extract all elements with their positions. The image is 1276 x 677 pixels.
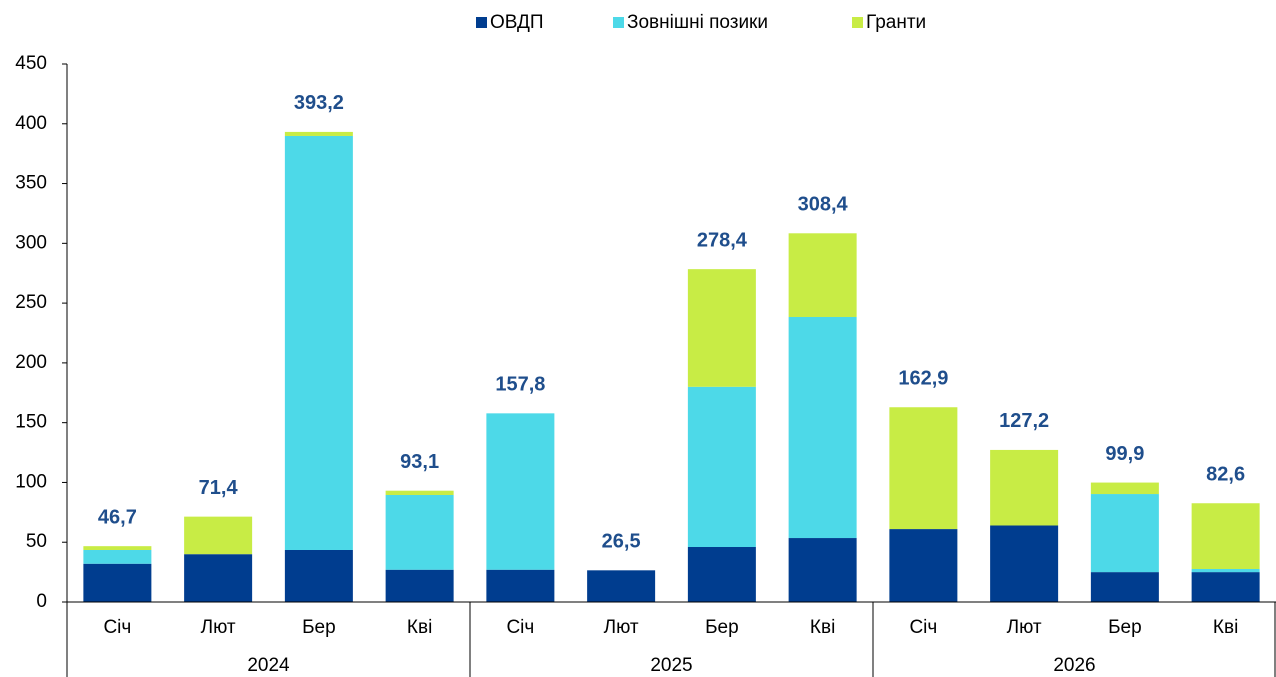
total-label: 93,1 (400, 451, 439, 473)
bar-segment (83, 549, 152, 564)
y-tick-label: 200 (15, 352, 47, 373)
bar-segment (385, 490, 454, 495)
bar-segment (687, 386, 756, 548)
y-tick-label: 100 (15, 471, 47, 492)
bar-segment (990, 449, 1059, 526)
bar-segment (1191, 569, 1260, 573)
total-label: 99,9 (1105, 443, 1144, 465)
bar-segment (83, 563, 152, 602)
total-label: 278,4 (697, 229, 748, 251)
total-label: 127,2 (999, 410, 1049, 432)
bar-segment (284, 135, 353, 550)
group-label: 2024 (247, 655, 290, 676)
y-tick-label: 250 (15, 292, 47, 313)
legend-swatch (852, 17, 863, 28)
total-label: 46,7 (98, 506, 137, 528)
y-tick-label: 300 (15, 232, 47, 253)
x-tick-label: Лют (201, 617, 236, 638)
bar-segment (284, 549, 353, 602)
legend-swatch (476, 17, 487, 28)
bar-segment (587, 570, 656, 602)
x-tick-label: Січ (103, 617, 131, 638)
x-tick-label: Лют (604, 617, 639, 638)
bar-segment (385, 569, 454, 602)
y-tick-label: 450 (15, 53, 47, 74)
bar-segment (184, 554, 253, 602)
group-label: 2025 (650, 655, 692, 676)
bar-segment (284, 131, 353, 136)
total-label: 393,2 (294, 92, 344, 114)
x-tick-label: Кві (407, 617, 432, 638)
bar-segment (83, 546, 152, 550)
bar-segment (1090, 494, 1159, 573)
y-tick-label: 50 (26, 531, 47, 552)
x-tick-label: Кві (810, 617, 835, 638)
x-tick-label: Бер (302, 617, 336, 638)
bar-segment (889, 407, 958, 530)
total-label: 157,8 (495, 374, 545, 396)
total-label: 308,4 (798, 194, 849, 216)
total-label: 71,4 (199, 477, 239, 499)
total-label: 162,9 (898, 368, 948, 390)
bar-segment (788, 316, 857, 539)
x-tick-label: Кві (1213, 617, 1238, 638)
x-tick-label: Січ (909, 617, 937, 638)
y-tick-label: 350 (15, 173, 47, 194)
bar-segment (889, 529, 958, 602)
legend-swatch (613, 17, 624, 28)
legend-label: ОВДП (490, 12, 544, 33)
y-tick-label: 400 (15, 113, 47, 134)
y-tick-label: 150 (15, 412, 47, 433)
bar-segment (1191, 572, 1260, 602)
bar-segment (687, 547, 756, 602)
bar-segment (990, 525, 1059, 602)
total-label: 26,5 (602, 531, 641, 553)
group-label: 2026 (1053, 655, 1095, 676)
legend-label: Зовнішні позики (627, 12, 768, 33)
bar-segment (184, 516, 253, 555)
legend-label: Гранти (866, 12, 926, 33)
x-tick-label: Січ (506, 617, 534, 638)
x-tick-label: Бер (705, 617, 739, 638)
y-tick-label: 0 (36, 591, 47, 612)
bar-segment (687, 269, 756, 387)
bar-segment (788, 538, 857, 602)
bar-segment (1090, 572, 1159, 602)
bar-segment (1191, 503, 1260, 570)
total-label: 82,6 (1206, 464, 1245, 486)
bar-segment (788, 233, 857, 317)
x-tick-label: Лют (1007, 617, 1042, 638)
bar-segment (486, 569, 555, 602)
x-tick-label: Бер (1108, 617, 1142, 638)
bar-segment (1090, 482, 1159, 495)
bar-segment (486, 413, 555, 570)
bar-segment (385, 494, 454, 570)
